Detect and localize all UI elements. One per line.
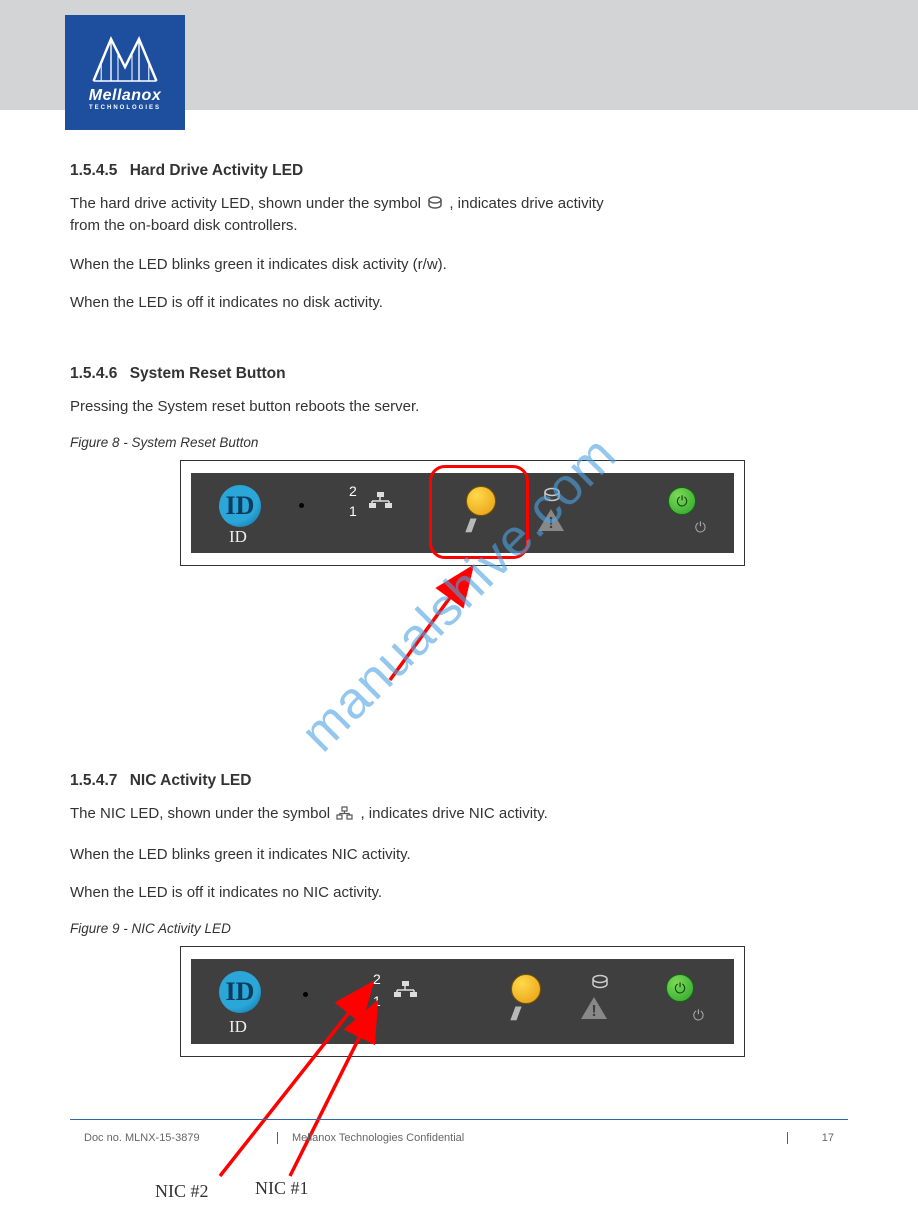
reset-btn-desc: Pressing the System reset button reboots… — [70, 397, 848, 417]
fig9-caption: Figure 9 - NIC Activity LED — [70, 921, 848, 936]
panel-frame: ID ID 2 1 /// — [180, 460, 745, 566]
page-footer: Doc no. MLNX-15-3879 Mellanox Technologi… — [70, 1119, 848, 1144]
hdd-icon — [543, 487, 561, 503]
heading-reset-btn: 1.5.4.6 System Reset Button — [70, 365, 848, 383]
svg-text:!: ! — [548, 515, 553, 532]
hdd-icon — [591, 974, 609, 990]
nic-led-state-on: When the LED blinks green it indicates N… — [70, 845, 848, 865]
callout-arrow-nic1 — [275, 996, 425, 1186]
footer-pagenum: 17 — [788, 1132, 848, 1144]
logo-name: Mellanox — [89, 87, 161, 105]
fig8-caption: Figure 8 - System Reset Button — [70, 435, 848, 450]
power-button[interactable]: ⏻ — [668, 487, 696, 515]
footer-docno: Doc no. MLNX-15-3879 — [70, 1132, 278, 1144]
network-icon — [366, 490, 396, 512]
nic-led-state-off: When the LED is off it indicates no NIC … — [70, 883, 848, 903]
hdd-led-desc: The hard drive activity LED, shown under… — [70, 194, 848, 237]
nic2-callout-label: NIC #2 — [155, 1181, 209, 1202]
power-icon: ⏻ — [695, 519, 706, 536]
power-button[interactable]: ⏻ — [666, 974, 694, 1002]
nic-led-desc: The NIC LED, shown under the symbol , in… — [70, 804, 848, 826]
disk-icon — [427, 196, 443, 216]
nic-num-2: 2 — [349, 483, 357, 499]
footer-confidential: Mellanox Technologies Confidential — [278, 1132, 788, 1144]
highlight-box — [429, 465, 529, 559]
company-logo: Mellanox TECHNOLOGIES — [65, 15, 185, 130]
network-icon — [336, 806, 354, 826]
logo-tagline: TECHNOLOGIES — [89, 105, 161, 111]
reset-button[interactable]: /// — [511, 974, 541, 1025]
warning-icon: ! — [536, 507, 566, 533]
hdd-led-state-on: When the LED blinks green it indicates d… — [70, 255, 848, 275]
hdd-led-state-off: When the LED is off it indicates no disk… — [70, 293, 848, 313]
nic-num-1: 1 — [349, 503, 357, 519]
nic1-callout-label: NIC #1 — [255, 1178, 309, 1199]
warning-icon: ! — [579, 995, 609, 1021]
front-panel: ID ID 2 1 /// — [191, 473, 734, 553]
bridge-icon — [90, 35, 160, 85]
status-dot — [299, 503, 304, 508]
figure-8: ID ID 2 1 /// — [180, 460, 848, 720]
heading-hdd-led: 1.5.4.5 Hard Drive Activity LED — [70, 162, 848, 180]
power-icon: ⏻ — [693, 1007, 704, 1024]
svg-text:!: ! — [591, 1003, 596, 1020]
callout-arrow — [380, 560, 510, 690]
id-label: ID — [229, 527, 247, 547]
id-button[interactable]: ID — [219, 485, 261, 527]
heading-nic-led: 1.5.4.7 NIC Activity LED — [70, 772, 848, 790]
figure-9: ID ID 2 1 /// — [180, 946, 848, 1226]
